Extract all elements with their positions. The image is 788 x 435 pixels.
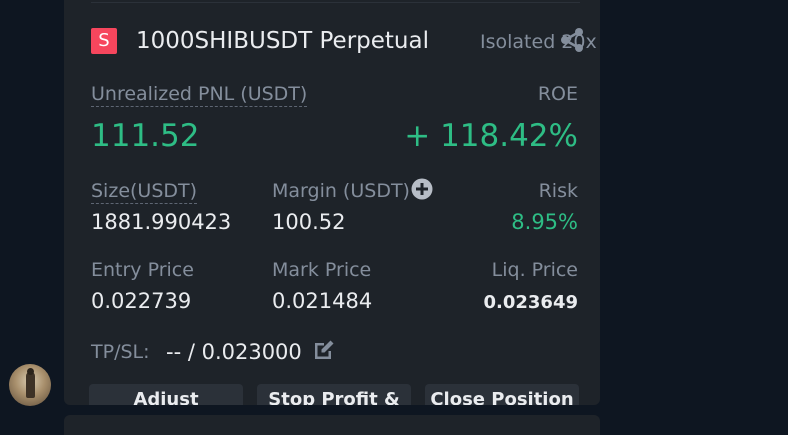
divider: [91, 2, 580, 3]
close-position-button[interactable]: Close Position: [425, 384, 579, 405]
margin-label: Margin (USDT): [272, 180, 410, 202]
mark-price-label: Mark Price: [272, 259, 372, 281]
edit-icon[interactable]: [312, 338, 336, 362]
entry-price-value: 0.022739: [91, 289, 192, 313]
unrealized-pnl-label[interactable]: Unrealized PNL (USDT): [91, 83, 308, 107]
tpsl-label: TP/SL:: [91, 341, 150, 363]
avatar[interactable]: [9, 364, 51, 406]
tpsl-value: -- / 0.023000: [166, 340, 302, 364]
size-label[interactable]: Size(USDT): [91, 180, 198, 204]
position-header: S 1000SHIBUSDT Perpetual Isolated 20x: [91, 26, 597, 54]
entry-price-label: Entry Price: [91, 259, 194, 281]
margin-value: 100.52: [272, 210, 346, 234]
next-card: [64, 415, 600, 435]
avatar-head: [27, 368, 34, 375]
margin-mode-leverage: Isolated 20x: [480, 31, 597, 53]
share-icon[interactable]: [558, 26, 586, 54]
risk-value: 8.95%: [511, 210, 578, 234]
position-card: S 1000SHIBUSDT Perpetual Isolated 20x Un…: [64, 0, 600, 405]
unrealized-pnl-value: 111.52: [91, 118, 200, 154]
roe-value: + 118.42%: [404, 118, 578, 154]
symbol-title[interactable]: 1000SHIBUSDT Perpetual: [136, 28, 429, 54]
liq-price-label: Liq. Price: [491, 259, 578, 281]
adjust-leverage-button[interactable]: Adjust Leverage: [89, 384, 243, 405]
size-value: 1881.990423: [91, 210, 232, 234]
stop-profit-loss-button[interactable]: Stop Profit & Loss: [257, 384, 411, 405]
short-badge: S: [91, 28, 117, 54]
add-margin-icon[interactable]: [411, 178, 433, 200]
mark-price-value: 0.021484: [272, 289, 373, 313]
roe-label: ROE: [537, 83, 578, 105]
avatar-figure: [26, 372, 35, 398]
risk-label: Risk: [538, 180, 578, 202]
liq-price-value: 0.023649: [483, 292, 578, 313]
